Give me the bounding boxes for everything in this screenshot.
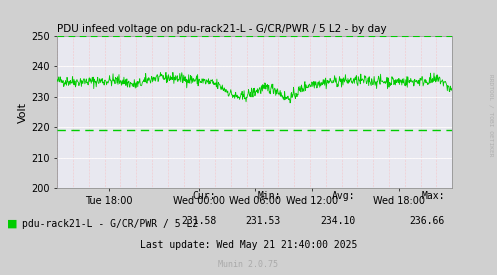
Text: RRDTOOL / TOBI OETIKER: RRDTOOL / TOBI OETIKER [489, 74, 494, 157]
Text: Munin 2.0.75: Munin 2.0.75 [219, 260, 278, 269]
Text: Min:: Min: [257, 191, 281, 201]
Text: PDU infeed voltage on pdu-rack21-L - G/CR/PWR / 5 L2 - by day: PDU infeed voltage on pdu-rack21-L - G/C… [57, 24, 387, 34]
Y-axis label: Volt: Volt [18, 101, 28, 123]
Text: Max:: Max: [421, 191, 445, 201]
Text: 231.53: 231.53 [246, 216, 281, 226]
Text: 234.10: 234.10 [320, 216, 355, 226]
Text: Last update: Wed May 21 21:40:00 2025: Last update: Wed May 21 21:40:00 2025 [140, 240, 357, 249]
Text: 236.66: 236.66 [410, 216, 445, 226]
Text: Avg:: Avg: [332, 191, 355, 201]
Text: 231.58: 231.58 [181, 216, 216, 226]
Text: pdu-rack21-L - G/CR/PWR / 5 L2: pdu-rack21-L - G/CR/PWR / 5 L2 [22, 219, 199, 229]
Text: ■: ■ [7, 219, 18, 229]
Text: Cur:: Cur: [193, 191, 216, 201]
